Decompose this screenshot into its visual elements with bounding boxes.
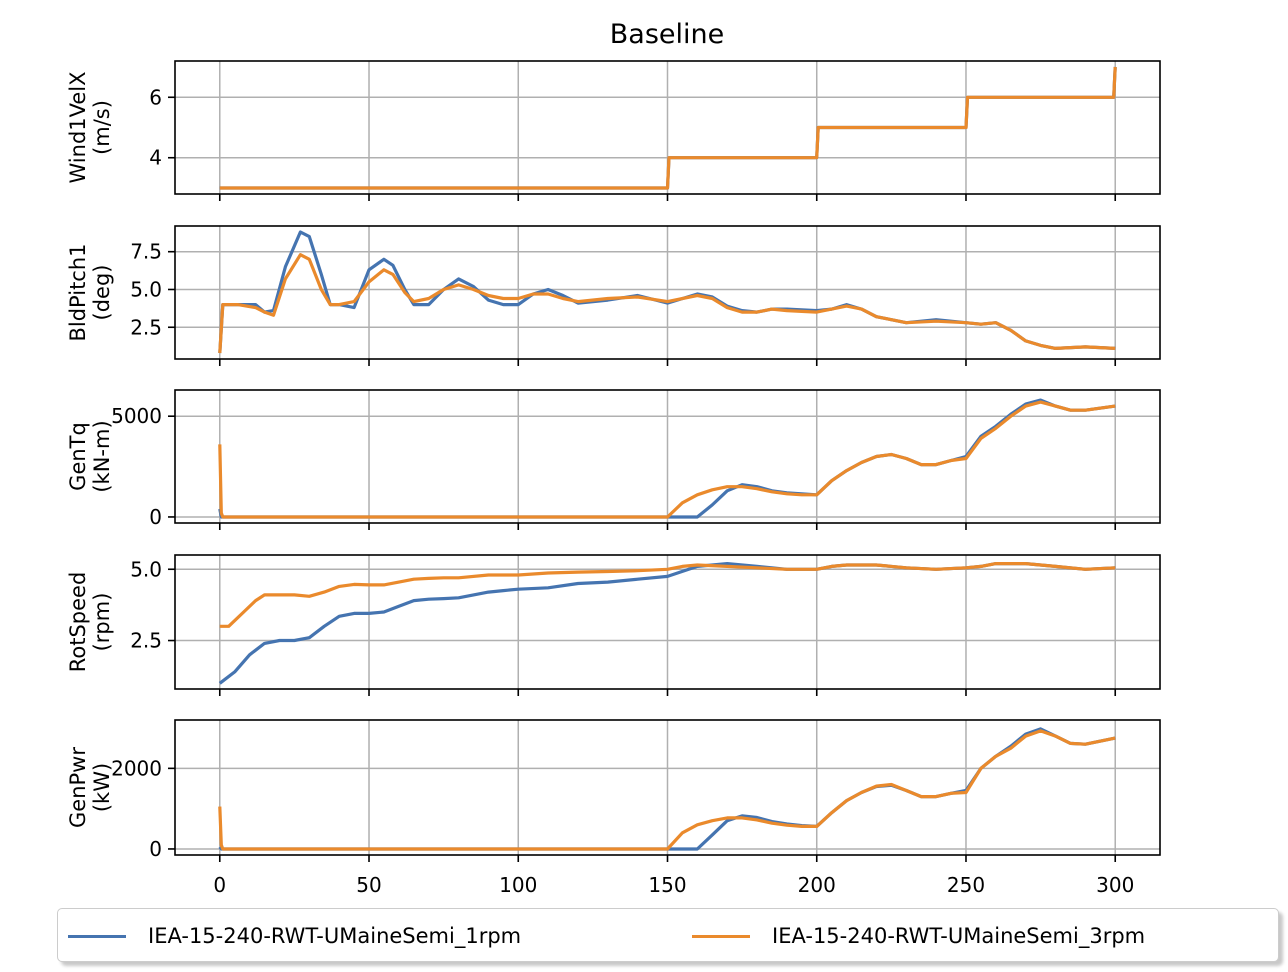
y-tick-label: 5.0 (130, 277, 162, 301)
y-tick-label: 6 (149, 85, 162, 109)
x-tick-label: 50 (356, 873, 381, 897)
subplot-4: 2.5 5.0 RotSpeed(rpm) (66, 554, 1161, 696)
y-axis-label: RotSpeed(rpm) (66, 572, 114, 673)
subplot-5: 0 2000 0 50 100 150 200 250 300 GenPwr(kW) (66, 719, 1161, 897)
x-tick-label: 300 (1096, 873, 1134, 897)
legend-swatch-3rpm (692, 934, 750, 938)
y-tick-label: 7.5 (130, 240, 162, 264)
y-tick-label: 5.0 (130, 557, 162, 581)
subplot-2: 2.5 5.0 7.5 BldPitch1(deg) (66, 225, 1161, 366)
y-tick-label: 2.5 (130, 315, 162, 339)
y-tick-label: 5000 (111, 404, 162, 428)
legend: IEA-15-240-RWT-UMaineSemi_1rpm IEA-15-24… (57, 908, 1279, 962)
y-axis-label: GenPwr(kW) (66, 747, 114, 828)
y-tick-label: 0 (149, 505, 162, 529)
series-line-3rpm (218, 729, 1116, 851)
legend-label-1rpm: IEA-15-240-RWT-UMaineSemi_1rpm (148, 924, 522, 948)
x-tick-label: 150 (648, 873, 686, 897)
y-axis-label: GenTq(kN-m) (66, 420, 114, 492)
legend-label-3rpm: IEA-15-240-RWT-UMaineSemi_3rpm (772, 924, 1146, 948)
x-tick-label: 250 (947, 873, 985, 897)
subplots: 4 6 Wind1VelX(m/s) 2.5 5.0 7.5 BldPitch1(deg) 0… (66, 60, 1161, 897)
y-axis-label: BldPitch1(deg) (66, 243, 114, 341)
subplot-1: 4 6 Wind1VelX(m/s) (66, 60, 1161, 201)
y-tick-label: 0 (149, 837, 162, 861)
legend-entry-1rpm: IEA-15-240-RWT-UMaineSemi_1rpm (68, 909, 521, 963)
figure-title: Baseline (610, 19, 724, 50)
x-tick-label: 200 (798, 873, 836, 897)
y-tick-label: 2.5 (130, 629, 162, 653)
series-line-3rpm (218, 253, 1116, 354)
y-tick-label: 4 (149, 146, 162, 170)
series-line-3rpm (219, 66, 1117, 190)
x-tick-label: 0 (213, 873, 226, 897)
series-line-3rpm (219, 561, 1116, 628)
legend-entry-3rpm: IEA-15-240-RWT-UMaineSemi_3rpm (692, 909, 1145, 963)
series-line-3rpm (218, 400, 1116, 519)
y-axis-label: Wind1VelX(m/s) (66, 71, 114, 183)
legend-swatch-1rpm (68, 934, 126, 938)
y-tick-label: 2000 (111, 756, 162, 780)
x-tick-label: 100 (499, 873, 537, 897)
